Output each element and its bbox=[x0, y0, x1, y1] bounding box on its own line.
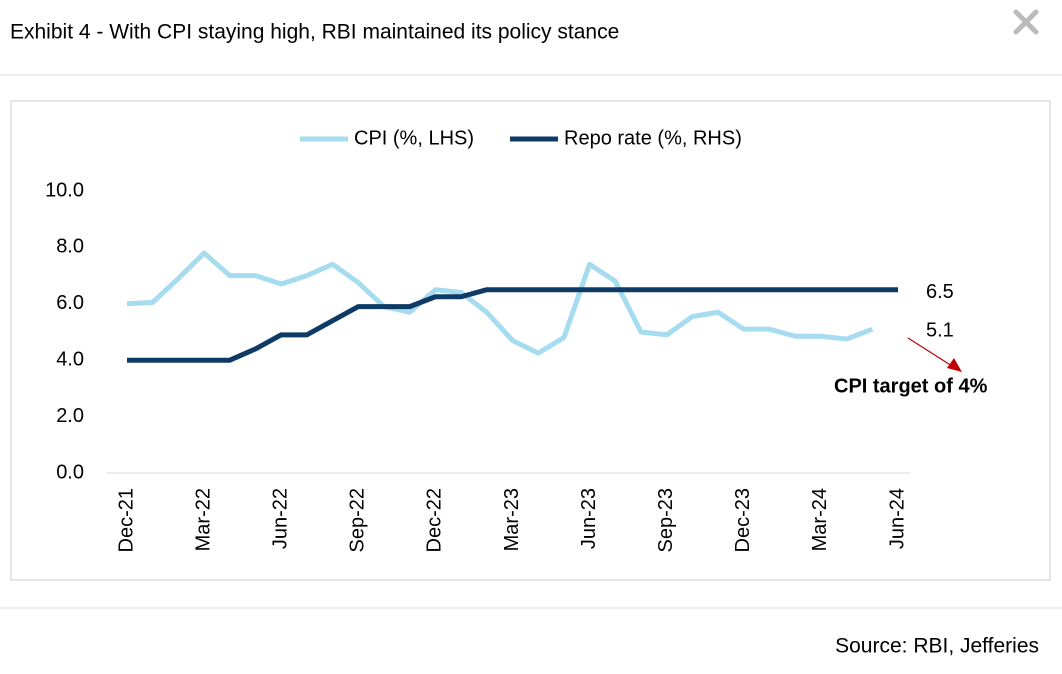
y-tick-label: 4.0 bbox=[56, 348, 84, 370]
y-tick-label: 2.0 bbox=[56, 405, 84, 427]
x-tick-label: Mar-22 bbox=[192, 488, 214, 551]
x-tick-label: Jun-22 bbox=[269, 488, 291, 549]
data-label: 5.1 bbox=[926, 319, 954, 341]
header-title: Exhibit 4 - With CPI staying high, RBI m… bbox=[10, 21, 619, 44]
x-tick-label: Dec-22 bbox=[424, 488, 446, 552]
source: Source: RBI, Jefferies bbox=[835, 635, 1039, 658]
data-label: 6.5 bbox=[926, 281, 954, 303]
series-line bbox=[127, 287, 898, 363]
x-tick-label: Sep-23 bbox=[655, 488, 677, 553]
x-tick-label: Jun-23 bbox=[578, 488, 600, 549]
annotation-arrow bbox=[907, 337, 953, 367]
x-tick-label: Sep-22 bbox=[347, 488, 369, 553]
x-tick-label: Jun-24 bbox=[886, 488, 908, 549]
y-tick-label: 10.0 bbox=[45, 179, 84, 201]
close-button[interactable] bbox=[1013, 9, 1039, 35]
annotation-arrowhead bbox=[947, 358, 962, 372]
legend-label: Repo rate (%, RHS) bbox=[564, 127, 742, 149]
annotation: CPI target of 4% bbox=[834, 375, 988, 397]
x-tick-label: Mar-23 bbox=[501, 488, 523, 551]
y-tick-label: 0.0 bbox=[56, 461, 84, 483]
x-tick-label: Dec-21 bbox=[115, 488, 137, 552]
y-tick-label: 6.0 bbox=[56, 292, 84, 314]
legend-label: CPI (%, LHS) bbox=[354, 127, 474, 149]
x-tick-label: Mar-24 bbox=[809, 488, 831, 551]
y-tick-label: 8.0 bbox=[56, 236, 84, 258]
chart-frame bbox=[10, 100, 1051, 581]
series-line bbox=[126, 250, 874, 356]
x-tick-label: Dec-23 bbox=[732, 488, 754, 552]
